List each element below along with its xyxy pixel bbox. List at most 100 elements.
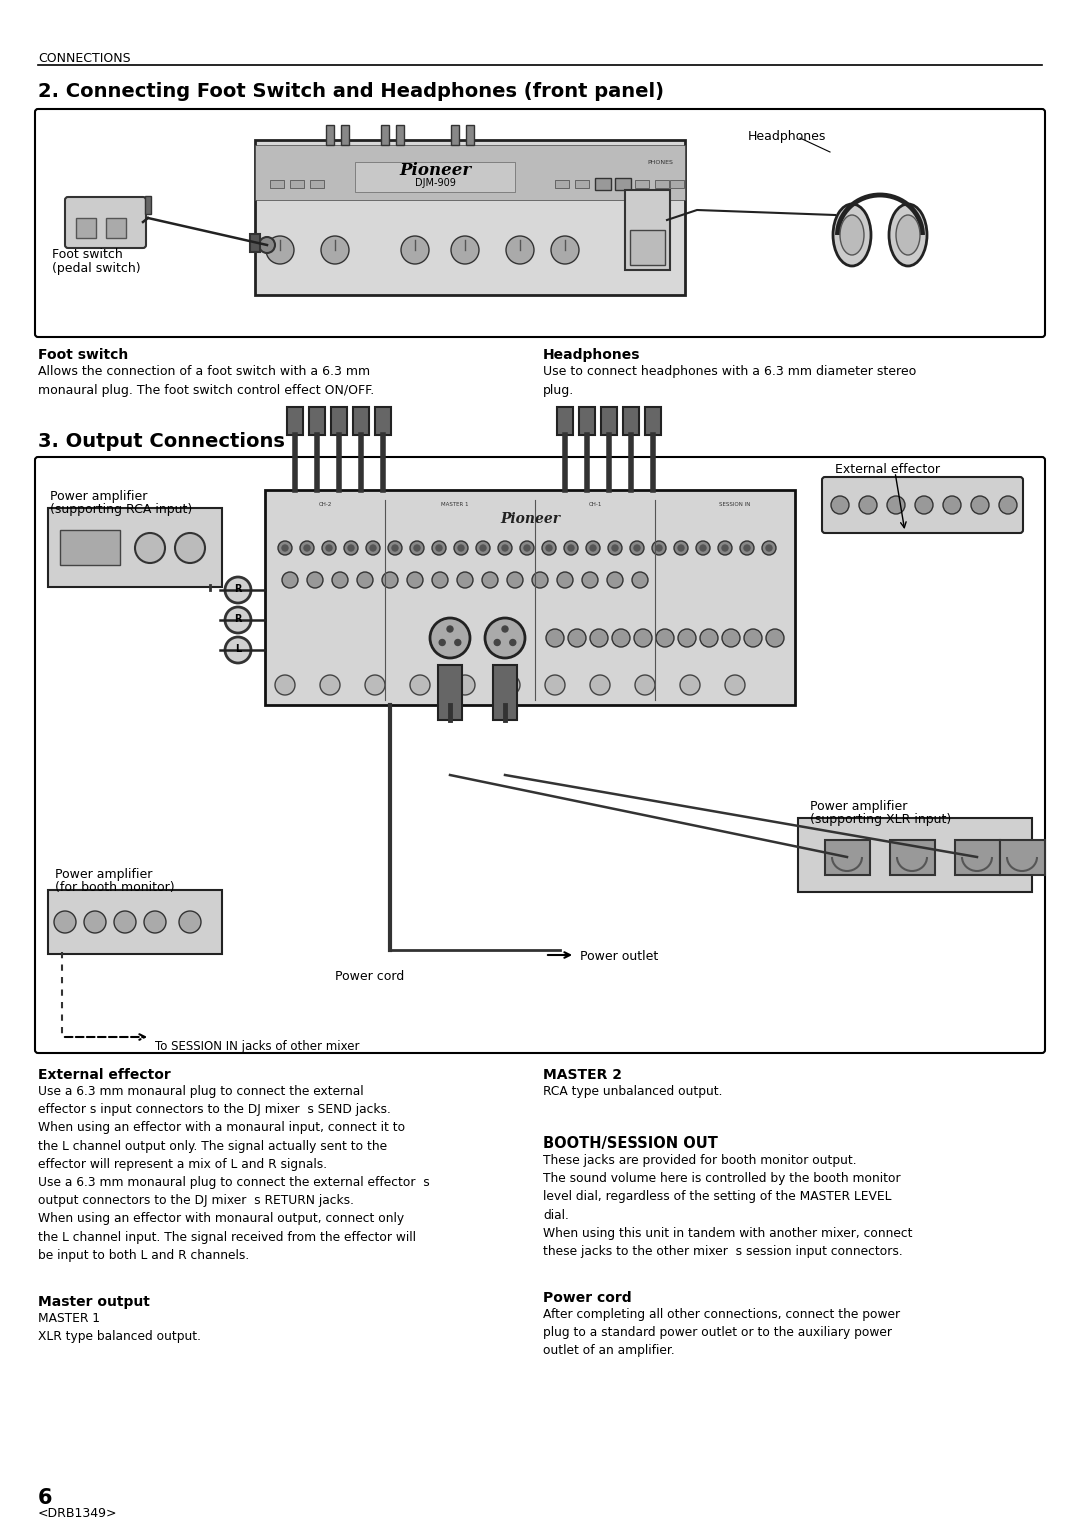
FancyBboxPatch shape bbox=[65, 197, 146, 248]
Circle shape bbox=[740, 541, 754, 555]
Text: (pedal switch): (pedal switch) bbox=[52, 261, 140, 275]
Bar bbox=[890, 840, 935, 876]
Text: Headphones: Headphones bbox=[748, 130, 826, 144]
FancyBboxPatch shape bbox=[48, 889, 222, 953]
Bar bbox=[623, 406, 639, 435]
Text: SESSION IN: SESSION IN bbox=[719, 503, 751, 507]
FancyBboxPatch shape bbox=[798, 817, 1032, 892]
Circle shape bbox=[225, 578, 251, 604]
Text: (supporting RCA input): (supporting RCA input) bbox=[50, 503, 192, 516]
Circle shape bbox=[451, 235, 480, 264]
Circle shape bbox=[590, 630, 608, 646]
Text: (for booth monitor): (for booth monitor) bbox=[55, 882, 175, 894]
Bar bbox=[396, 125, 404, 145]
Bar bbox=[76, 219, 96, 238]
Circle shape bbox=[744, 630, 762, 646]
Circle shape bbox=[366, 541, 380, 555]
Circle shape bbox=[634, 545, 640, 552]
Circle shape bbox=[674, 541, 688, 555]
Circle shape bbox=[436, 545, 442, 552]
Bar bbox=[654, 180, 669, 188]
Circle shape bbox=[259, 237, 275, 254]
Bar bbox=[375, 406, 391, 435]
Text: R: R bbox=[234, 584, 242, 594]
Text: Foot switch: Foot switch bbox=[52, 248, 123, 261]
Bar bbox=[615, 177, 631, 189]
Circle shape bbox=[457, 571, 473, 588]
Circle shape bbox=[725, 675, 745, 695]
Circle shape bbox=[507, 571, 523, 588]
Circle shape bbox=[586, 541, 600, 555]
Bar bbox=[595, 177, 611, 189]
Text: Power outlet: Power outlet bbox=[580, 950, 658, 963]
Circle shape bbox=[500, 675, 519, 695]
Circle shape bbox=[320, 675, 340, 695]
Circle shape bbox=[382, 571, 399, 588]
Circle shape bbox=[590, 675, 610, 695]
Text: Pioneer: Pioneer bbox=[399, 162, 471, 179]
Circle shape bbox=[632, 571, 648, 588]
Circle shape bbox=[321, 235, 349, 264]
Text: (supporting XLR input): (supporting XLR input) bbox=[810, 813, 951, 827]
Text: BOOTH/SESSION OUT: BOOTH/SESSION OUT bbox=[543, 1135, 718, 1151]
Circle shape bbox=[656, 630, 674, 646]
Circle shape bbox=[455, 640, 461, 645]
Circle shape bbox=[300, 541, 314, 555]
Circle shape bbox=[652, 541, 666, 555]
Bar bbox=[310, 180, 324, 188]
Text: CH-1: CH-1 bbox=[589, 503, 602, 507]
Circle shape bbox=[915, 497, 933, 513]
Circle shape bbox=[410, 675, 430, 695]
Bar bbox=[326, 125, 334, 145]
Text: MASTER 1: MASTER 1 bbox=[442, 503, 469, 507]
Bar bbox=[955, 840, 1000, 876]
Circle shape bbox=[84, 911, 106, 934]
Circle shape bbox=[454, 541, 468, 555]
Circle shape bbox=[440, 640, 445, 645]
Text: Use to connect headphones with a 6.3 mm diameter stereo
plug.: Use to connect headphones with a 6.3 mm … bbox=[543, 365, 916, 397]
Circle shape bbox=[545, 675, 565, 695]
Circle shape bbox=[332, 571, 348, 588]
Circle shape bbox=[723, 630, 740, 646]
Bar bbox=[625, 189, 670, 270]
Circle shape bbox=[498, 541, 512, 555]
Text: These jacks are provided for booth monitor output.
The sound volume here is cont: These jacks are provided for booth monit… bbox=[543, 1154, 913, 1258]
Bar bbox=[60, 530, 120, 565]
Circle shape bbox=[656, 545, 662, 552]
Circle shape bbox=[502, 545, 508, 552]
Circle shape bbox=[114, 911, 136, 934]
Text: Allows the connection of a foot switch with a 6.3 mm
monaural plug. The foot swi: Allows the connection of a foot switch w… bbox=[38, 365, 375, 397]
Bar bbox=[341, 125, 349, 145]
Circle shape bbox=[322, 541, 336, 555]
Text: MASTER 1
XLR type balanced output.: MASTER 1 XLR type balanced output. bbox=[38, 1313, 201, 1343]
Circle shape bbox=[432, 541, 446, 555]
Circle shape bbox=[179, 911, 201, 934]
Circle shape bbox=[275, 675, 295, 695]
Circle shape bbox=[485, 617, 525, 659]
Bar bbox=[575, 180, 589, 188]
Text: PHONES: PHONES bbox=[647, 160, 673, 165]
Circle shape bbox=[612, 630, 630, 646]
Circle shape bbox=[225, 637, 251, 663]
Text: Use a 6.3 mm monaural plug to connect the external
effector s input connectors t: Use a 6.3 mm monaural plug to connect th… bbox=[38, 1085, 430, 1262]
Bar bbox=[355, 162, 515, 193]
Circle shape bbox=[507, 235, 534, 264]
Bar bbox=[670, 180, 684, 188]
Bar bbox=[381, 125, 389, 145]
Bar bbox=[579, 406, 595, 435]
Bar bbox=[1000, 840, 1045, 876]
Circle shape bbox=[278, 541, 292, 555]
Bar bbox=[291, 180, 303, 188]
Circle shape bbox=[551, 235, 579, 264]
Text: DJM-909: DJM-909 bbox=[415, 177, 456, 188]
Circle shape bbox=[607, 571, 623, 588]
FancyBboxPatch shape bbox=[35, 108, 1045, 338]
Circle shape bbox=[971, 497, 989, 513]
Text: Power cord: Power cord bbox=[335, 970, 404, 983]
FancyBboxPatch shape bbox=[48, 507, 222, 587]
Text: MASTER 2: MASTER 2 bbox=[543, 1068, 622, 1082]
Circle shape bbox=[519, 541, 534, 555]
Bar bbox=[451, 125, 459, 145]
Text: External effector: External effector bbox=[38, 1068, 171, 1082]
Circle shape bbox=[348, 545, 354, 552]
